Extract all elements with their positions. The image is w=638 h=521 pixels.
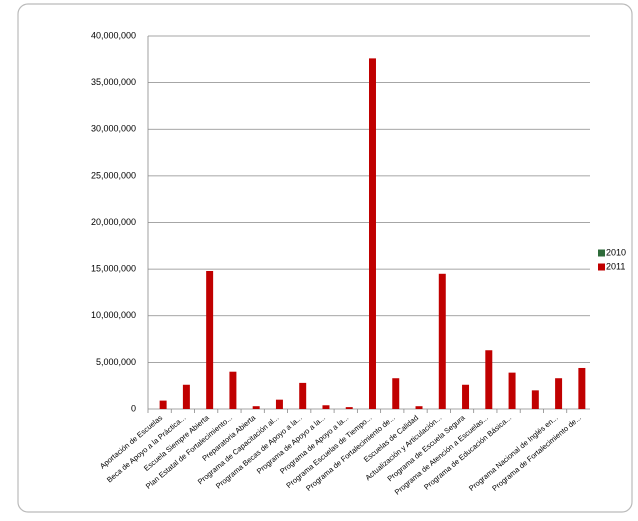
bar: [531, 390, 539, 409]
y-tick-label: 0: [131, 403, 136, 413]
bar: [369, 58, 376, 409]
legend-swatch: [598, 263, 605, 271]
chart-frame: [17, 3, 633, 513]
bar: [462, 384, 470, 409]
bar: [229, 371, 237, 409]
y-tick-label: 30,000,000: [91, 124, 136, 134]
bar: [206, 270, 214, 409]
y-tick-label: 10,000,000: [91, 310, 136, 320]
legend-label: 2010: [606, 247, 626, 257]
bar: [415, 406, 423, 409]
y-tick-label: 40,000,000: [91, 30, 136, 40]
bar: [275, 399, 283, 409]
y-tick-label: 5,000,000: [96, 357, 136, 367]
bar: [252, 406, 260, 409]
legend-label: 2011: [606, 261, 625, 271]
bar: [299, 382, 307, 409]
bar: [438, 273, 446, 409]
bar: [182, 384, 190, 409]
bar: [392, 378, 400, 409]
bar: [578, 367, 586, 409]
bar: [159, 400, 167, 409]
y-tick-label: 25,000,000: [91, 170, 136, 180]
y-tick-label: 35,000,000: [91, 77, 136, 87]
y-tick-label: 15,000,000: [91, 264, 136, 274]
y-tick-label: 20,000,000: [91, 217, 136, 227]
bar: [508, 372, 516, 409]
bar: [555, 378, 563, 409]
bar: [345, 407, 353, 409]
legend-swatch: [598, 249, 605, 257]
bar: [485, 350, 493, 409]
bar: [322, 405, 330, 409]
